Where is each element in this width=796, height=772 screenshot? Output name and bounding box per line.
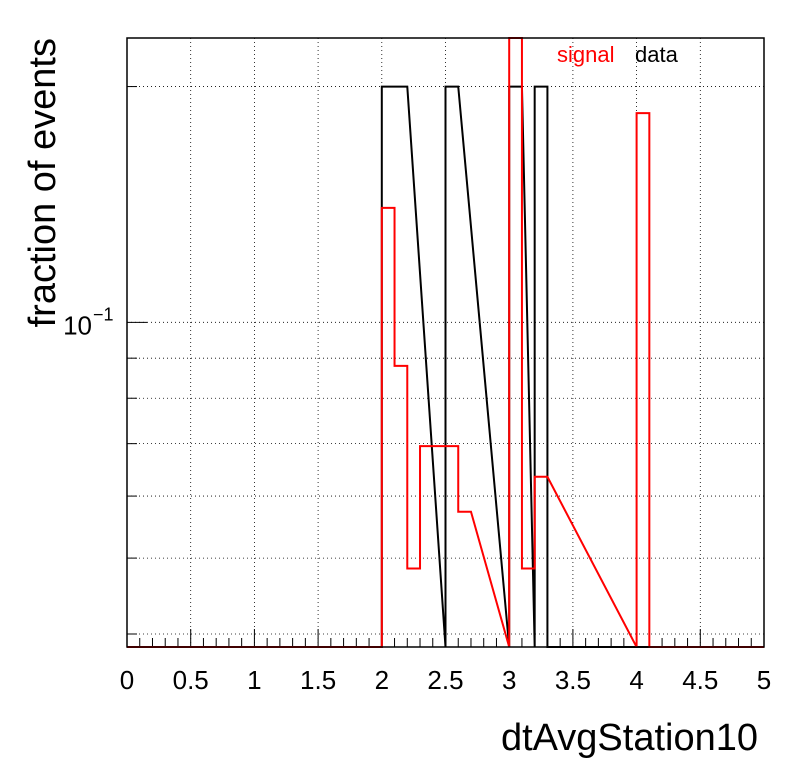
legend-signal-label: signal [557,42,614,67]
x-tick-label: 1.5 [300,665,336,695]
histogram-data-bin [535,87,548,647]
x-tick-label: 0 [120,665,134,695]
plot-frame [126,37,765,648]
histogram-signal-bin [395,366,408,647]
x-axis-label: dtAvgStation10 [501,717,758,759]
series-data [127,85,764,648]
x-tick-label: 4 [629,665,643,695]
histogram-signal-bin [407,568,420,647]
y-tick-label-base: 10 [63,310,92,340]
y-tick-label-exponent: −1 [93,304,114,324]
y-axis-label: fraction of events [22,38,64,327]
x-tick-label: 0.5 [173,665,209,695]
series-signal [127,37,764,648]
histogram-signal-bin [382,208,395,647]
histogram-signal-bin [458,512,471,647]
x-tick-label: 2.5 [427,665,463,695]
x-tick-labels: 0 0.5 1 1.5 2 2.5 3 3.5 4 4.5 5 [120,665,771,695]
x-tick-label: 2 [375,665,389,695]
x-tick-label: 3.5 [555,665,591,695]
histogram-data-bin [509,87,522,647]
legend-data-label: data [635,42,679,67]
histogram-data-line [127,85,764,648]
histogram-signal-bin [637,113,650,647]
x-tick-label: 4.5 [682,665,718,695]
series-layer [127,37,764,648]
histogram-signal-bin [509,38,522,647]
x-tick-label: 3 [502,665,516,695]
minor-ticks [126,86,765,647]
histogram-signal-bin [535,477,548,647]
histogram-data-bin [446,87,459,647]
x-tick-label: 1 [247,665,261,695]
x-tick-label: 5 [757,665,771,695]
histogram-signal-line [127,37,764,648]
